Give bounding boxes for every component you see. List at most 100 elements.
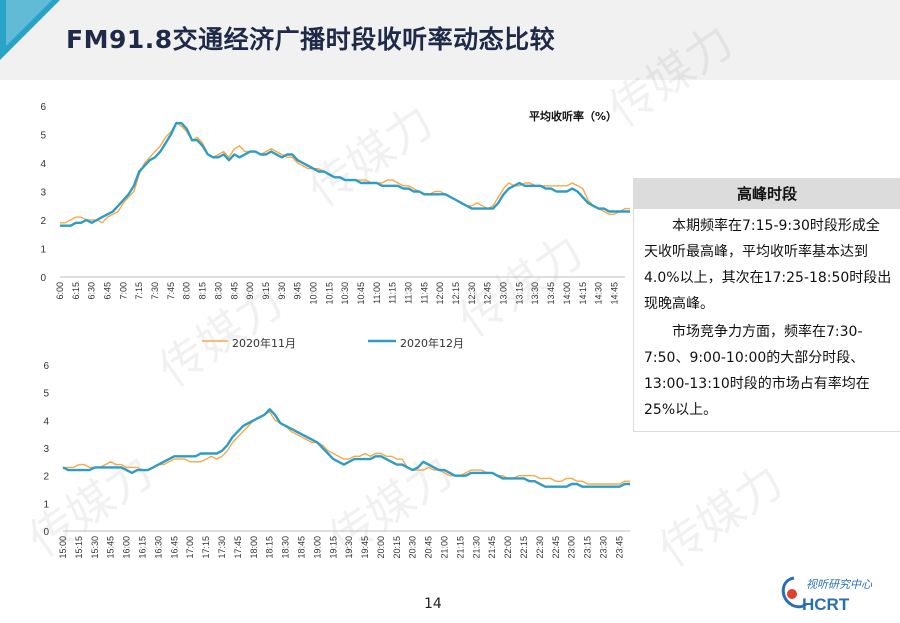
x-tick-label: 13:15: [514, 282, 524, 305]
x-tick-label: 8:45: [229, 282, 239, 300]
x-tick-label: 13:30: [530, 282, 540, 305]
x-tick-label: 9:15: [261, 282, 271, 300]
x-tick-label: 15:15: [74, 536, 84, 559]
x-tick-label: 17:30: [217, 536, 227, 559]
x-tick-label: 10:00: [308, 282, 318, 305]
y-tick-label: 6: [43, 361, 49, 372]
x-tick-label: 23:30: [599, 536, 609, 559]
x-tick-label: 21:00: [440, 536, 450, 559]
x-tick-label: 20:00: [376, 536, 386, 559]
panel-heading: 高峰时段: [634, 179, 900, 209]
x-tick-label: 12:15: [451, 282, 461, 305]
y-tick-label: 2: [40, 216, 46, 227]
x-tick-label: 16:45: [169, 536, 179, 559]
x-tick-label: 18:15: [265, 536, 275, 559]
y-tick-label: 0: [43, 527, 49, 538]
logo-mark: 视听研究中心 HCRT: [781, 576, 873, 614]
panel-body: 本期频率在7:15-9:30时段形成全天收听最高峰，平均收听率基本达到4.0%以…: [634, 209, 900, 423]
x-tick-label: 9:30: [277, 282, 287, 300]
x-tick-label: 6:00: [55, 282, 65, 300]
x-tick-label: 15:30: [90, 536, 100, 559]
chart-title: 平均收听率（%）: [529, 109, 617, 123]
x-tick-label: 23:00: [567, 536, 577, 559]
x-tick-label: 20:45: [424, 536, 434, 559]
series-line-dec: [60, 121, 630, 227]
x-tick-label: 12:00: [435, 282, 445, 305]
x-tick-label: 15:45: [106, 536, 116, 559]
logo-en-text: HCRT: [802, 595, 850, 614]
x-tick-label: 21:45: [487, 536, 497, 559]
page-number: 14: [424, 596, 442, 612]
legend-label-nov: 2020年11月: [232, 337, 296, 350]
y-tick-label: 1: [43, 499, 49, 510]
series-line-dec: [62, 408, 630, 488]
x-tick-label: 18:30: [281, 536, 291, 559]
panel-paragraph: 本期频率在7:15-9:30时段形成全天收听最高峰，平均收听率基本达到4.0%以…: [644, 218, 892, 312]
y-tick-label: 5: [40, 131, 46, 142]
x-tick-label: 11:45: [419, 282, 429, 304]
title-bar: [0, 0, 900, 80]
x-tick-label: 9:00: [245, 282, 255, 300]
chart-evening: 0 1 2 3 4 5 6 15:00 15:15 15:30 15:45 16:00 16:15 16:…: [43, 361, 630, 559]
x-tick-label: 6:15: [71, 282, 81, 300]
x-tick-label: 22:15: [519, 536, 529, 559]
x-tick-label: 21:30: [471, 536, 481, 559]
x-tick-label: 14:15: [578, 282, 588, 305]
panel-paragraph: 市场竞争力方面，频率在7:30-7:50、9:00-10:00的大部分时段、13…: [644, 324, 870, 418]
logo-cn-text: 视听研究中心: [806, 578, 873, 591]
x-tick-label: 11:30: [404, 282, 414, 304]
x-tick-label: 19:45: [360, 536, 370, 559]
x-tick-label: 7:45: [166, 282, 176, 300]
x-tick-label: 16:15: [137, 536, 147, 559]
watermark: 传媒力: [648, 453, 793, 578]
x-tick-label: 22:00: [503, 536, 513, 559]
x-tick-label: 14:00: [562, 282, 572, 305]
x-tick-label: 16:30: [153, 536, 163, 559]
x-tick-label: 13:45: [546, 282, 556, 305]
chart-morning: 0 1 2 3 4 5 6 6:00 6:15 6:30 6:45 7:00 7:15 7:30 7:45 8…: [40, 102, 630, 305]
x-tick-label: 9:45: [293, 282, 303, 300]
x-tick-label: 16:00: [122, 536, 132, 559]
x-tick-label: 10:45: [356, 282, 366, 305]
x-tick-label: 14:30: [594, 282, 604, 305]
x-tick-label: 15:00: [58, 536, 68, 559]
x-tick-label: 18:00: [249, 536, 259, 559]
x-tick-label: 18:45: [296, 536, 306, 559]
x-tick-label: 8:15: [198, 282, 208, 300]
x-tick-label: 12:30: [467, 282, 477, 305]
y-tick-label: 0: [40, 273, 46, 284]
x-tick-label: 19:15: [328, 536, 338, 559]
x-tick-label: 20:30: [408, 536, 418, 559]
x-tick-label: 6:30: [87, 282, 97, 300]
x-tick-label: 19:30: [344, 536, 354, 559]
x-tick-label: 8:30: [213, 282, 223, 300]
x-tick-label: 20:15: [392, 536, 402, 559]
x-tick-label: 11:15: [388, 282, 398, 304]
x-tick-label: 23:45: [614, 536, 624, 559]
x-tick-label: 7:15: [134, 282, 144, 300]
x-tick-label: 7:30: [150, 282, 160, 300]
x-tick-label: 7:00: [118, 282, 128, 300]
y-tick-label: 4: [40, 159, 46, 170]
x-tick-label: 22:30: [535, 536, 545, 559]
y-tick-label: 3: [43, 444, 49, 455]
x-tick-label: 17:15: [201, 536, 211, 559]
legend-swatch-nov: [202, 340, 228, 342]
series-line-nov: [63, 411, 630, 485]
y-tick-label: 2: [43, 472, 49, 483]
x-tick-label: 10:30: [340, 282, 350, 305]
y-tick-label: 3: [40, 188, 46, 199]
x-tick-label: 12:45: [483, 282, 493, 305]
x-tick-label: 11:00: [372, 282, 382, 304]
x-tick-label: 19:00: [312, 536, 322, 559]
x-tick-label: 14:45: [609, 282, 619, 305]
legend-swatch-dec: [368, 339, 396, 343]
series-line-nov: [60, 122, 630, 224]
x-tick-label: 6:45: [103, 282, 113, 300]
y-tick-label: 4: [43, 416, 49, 427]
y-tick-label: 5: [43, 389, 49, 400]
x-tick-label: 21:15: [455, 536, 465, 559]
highlight-panel: 高峰时段 本期频率在7:15-9:30时段形成全天收听最高峰，平均收听率基本达到…: [633, 178, 900, 432]
x-tick-label: 17:45: [233, 536, 243, 559]
page-title: FM91.8交通经济广播时段收听率动态比较: [66, 25, 556, 54]
